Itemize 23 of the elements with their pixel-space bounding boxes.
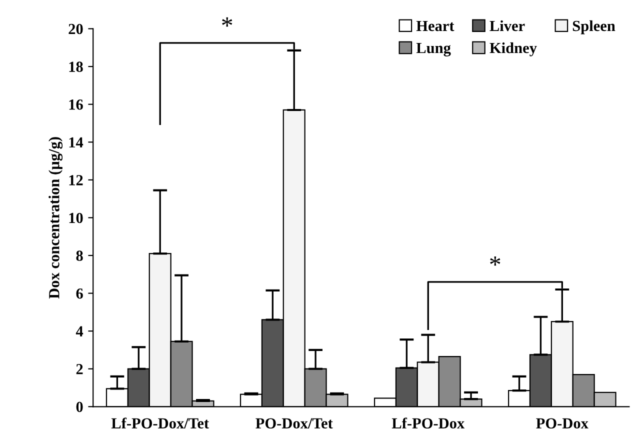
y-tick-label: 14 xyxy=(69,137,84,148)
legend-label: Liver xyxy=(490,20,525,32)
y-axis-title: Dox concentration (µg/g) xyxy=(48,137,63,299)
text: * xyxy=(222,17,232,27)
x-tick-label: Lf-PO-Dox/Tet xyxy=(111,418,209,429)
y-tick-label: 4 xyxy=(76,326,84,336)
x-tick-label: PO-Dox/Tet xyxy=(256,418,333,429)
legend-label: Spleen xyxy=(572,20,616,34)
y-tick-label: 20 xyxy=(68,24,83,34)
x-tick-label: PO-Dox xyxy=(536,418,588,429)
legend-label: Kidney xyxy=(490,42,537,56)
y-tick-label: 6 xyxy=(76,288,83,299)
y-tick-label: 12 xyxy=(69,175,83,186)
y-tick-label: 2 xyxy=(76,364,83,374)
y-tick-label: 18 xyxy=(69,62,83,72)
x-tick-label: Lf-PO-Dox xyxy=(392,418,465,429)
legend-label: Lung xyxy=(416,43,451,56)
y-tick-label: 0 xyxy=(76,402,83,412)
annotation: * xyxy=(490,256,500,266)
y-tick-label: 8 xyxy=(76,250,83,261)
legend-label: Heart xyxy=(416,20,454,32)
y-tick-label: 10 xyxy=(69,212,83,224)
y-tick-label: 16 xyxy=(69,99,83,110)
